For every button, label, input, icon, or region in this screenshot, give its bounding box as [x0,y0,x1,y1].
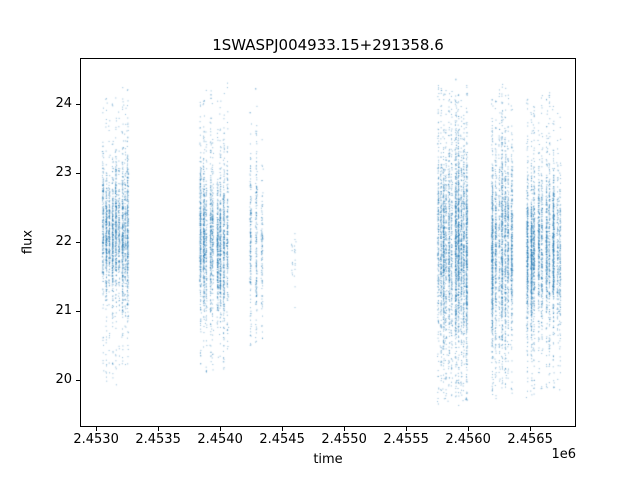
axes-frame [80,58,577,428]
x-tick-label: 2.4550 [321,432,367,447]
y-tick-label: 24 [55,96,72,112]
x-tick-mark [219,427,221,431]
y-axis-label: flux [20,229,36,255]
x-tick-label: 2.4560 [445,432,491,447]
x-tick-label: 2.4540 [197,432,243,447]
x-tick-mark [405,427,407,431]
x-tick-mark [529,427,531,431]
y-tick-label: 23 [55,165,72,181]
axis-offset-label: 1e6 [551,447,576,462]
x-tick-label: 2.4535 [135,432,181,447]
y-tick-mark [76,379,80,381]
x-tick-label: 2.4555 [383,432,429,447]
y-tick-mark [76,172,80,174]
plot-title: 1SWASPJ004933.15+291358.6 [212,36,444,54]
y-tick-label: 20 [55,372,72,388]
x-tick-mark [95,427,97,431]
x-tick-mark [157,427,159,431]
x-axis-label: time [313,452,343,467]
x-tick-label: 2.4565 [507,432,553,447]
y-tick-label: 21 [55,303,72,319]
y-tick-mark [76,310,80,312]
y-tick-mark [76,103,80,105]
y-tick-label: 22 [55,234,72,250]
scatter-canvas [81,59,577,428]
x-tick-mark [281,427,283,431]
x-tick-label: 2.4530 [73,432,119,447]
x-tick-mark [343,427,345,431]
y-tick-mark [76,241,80,243]
x-tick-mark [467,427,469,431]
x-tick-label: 2.4545 [259,432,305,447]
